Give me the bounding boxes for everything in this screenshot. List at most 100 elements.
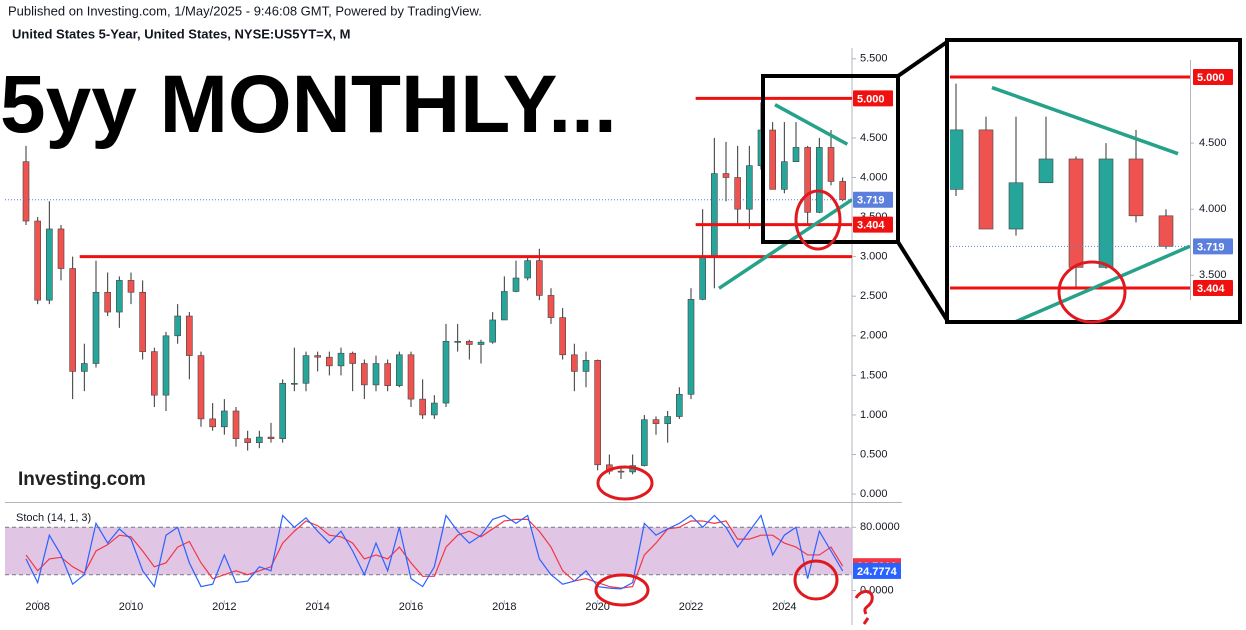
candle-body — [197, 355, 205, 420]
price-label-box — [1193, 279, 1233, 296]
price-label-box — [1193, 68, 1233, 85]
candle-body — [186, 315, 193, 356]
candle-body — [559, 317, 566, 356]
stoch-title: Stoch (14, 1, 3) — [16, 512, 91, 524]
candle-body — [104, 291, 111, 313]
trendline — [774, 103, 849, 146]
inset-y-tick-label: 3.500 — [1199, 269, 1227, 281]
price-label-box — [1193, 238, 1233, 255]
y-tick-label: 2.500 — [860, 290, 888, 302]
candle-body — [372, 363, 380, 386]
candle-body — [524, 260, 531, 279]
candle-body — [326, 356, 333, 367]
stoch-value-label: 24.7774 — [857, 566, 898, 578]
y-tick-label: 5.500 — [860, 53, 888, 65]
candle-body — [256, 436, 263, 443]
price-label: 5.000 — [1197, 72, 1225, 84]
trendline — [1015, 244, 1190, 320]
candle-body — [617, 470, 625, 473]
price-label: 3.404 — [1197, 283, 1225, 295]
candle-body — [804, 147, 811, 213]
candle-body — [594, 360, 601, 466]
y-tick-label: 2.000 — [860, 330, 888, 342]
candle-body — [221, 410, 228, 428]
candle-body — [547, 295, 555, 318]
axes: 5.5005.0004.5004.0003.5003.0002.5002.000… — [25, 53, 901, 613]
candle-body — [839, 181, 846, 201]
trendline — [991, 85, 1179, 156]
candle-body — [174, 315, 181, 337]
candle-body — [978, 129, 994, 230]
x-tick-label: 2024 — [772, 601, 796, 613]
candle-body — [641, 419, 648, 466]
candle-body — [454, 341, 461, 343]
candle-body — [314, 355, 321, 358]
stoch-band — [5, 527, 852, 575]
candle-body — [1128, 158, 1144, 217]
candle-body — [116, 280, 123, 313]
y-tick-label: 0.000 — [860, 488, 888, 500]
price-label: 3.719 — [857, 195, 885, 207]
candle-body — [442, 341, 450, 404]
circle-annotation — [794, 189, 842, 251]
candle-body — [664, 416, 671, 424]
candle-body — [431, 402, 438, 416]
candle-body — [1098, 158, 1114, 268]
candle-body — [827, 147, 835, 182]
stoch-plot — [5, 514, 852, 590]
candle-body — [151, 351, 158, 396]
candle-body — [816, 147, 823, 213]
price-label: 5.000 — [857, 93, 885, 105]
candle-body — [139, 291, 146, 352]
x-tick-label: 2020 — [585, 601, 609, 613]
y-tick-label: 3.000 — [860, 251, 888, 263]
price-plot — [5, 96, 852, 480]
candle-body — [769, 129, 776, 190]
candle-body — [582, 360, 590, 372]
candle-body — [652, 419, 660, 424]
y-tick-label: 0.500 — [860, 448, 888, 460]
candle-body — [722, 173, 730, 178]
inset-y-tick-label: 4.500 — [1199, 137, 1227, 149]
inset-axes: 4.500 4.000 3.500 5.000 3.404 3.719 — [1190, 60, 1233, 300]
big-title: 5yy MONTHLY... — [0, 59, 617, 150]
stoch-line — [25, 518, 844, 589]
circle-annotation — [596, 465, 654, 501]
candle-body — [127, 280, 135, 293]
x-tick-label: 2012 — [212, 601, 236, 613]
candle-body — [792, 147, 800, 162]
candle-body — [232, 410, 240, 439]
candle-body — [34, 220, 41, 301]
candle-body — [466, 341, 473, 345]
candle-body — [244, 438, 251, 443]
x-tick-label: 2008 — [25, 601, 49, 613]
candle-body — [209, 418, 216, 428]
candle-body — [384, 363, 391, 386]
y-tick-label: 4.000 — [860, 171, 888, 183]
candle-body — [162, 335, 170, 396]
candle-body — [267, 436, 275, 439]
stoch-line — [25, 514, 844, 590]
price-label-box — [853, 216, 893, 233]
candle-body — [279, 382, 286, 439]
publish-note: Published on Investing.com, 1/May/2025 -… — [8, 3, 482, 18]
candle-body — [407, 354, 415, 400]
x-tick-label: 2014 — [305, 601, 329, 613]
zoom-connector — [896, 40, 949, 78]
candle-body — [571, 354, 578, 372]
candle-body — [501, 291, 508, 321]
candle-body — [711, 173, 718, 257]
stoch-value-box — [853, 562, 901, 579]
candle-body — [676, 394, 683, 417]
circle-annotation — [1057, 260, 1127, 324]
logo: Investing.com — [18, 469, 146, 490]
y-tick-label: 4.500 — [860, 132, 888, 144]
candle-body — [46, 228, 53, 301]
candle-body — [396, 354, 403, 386]
x-tick-label: 2018 — [492, 601, 516, 613]
annotations — [594, 189, 1127, 625]
candle-body — [1068, 158, 1084, 268]
candle-body — [361, 363, 368, 386]
candle-body — [746, 165, 753, 210]
